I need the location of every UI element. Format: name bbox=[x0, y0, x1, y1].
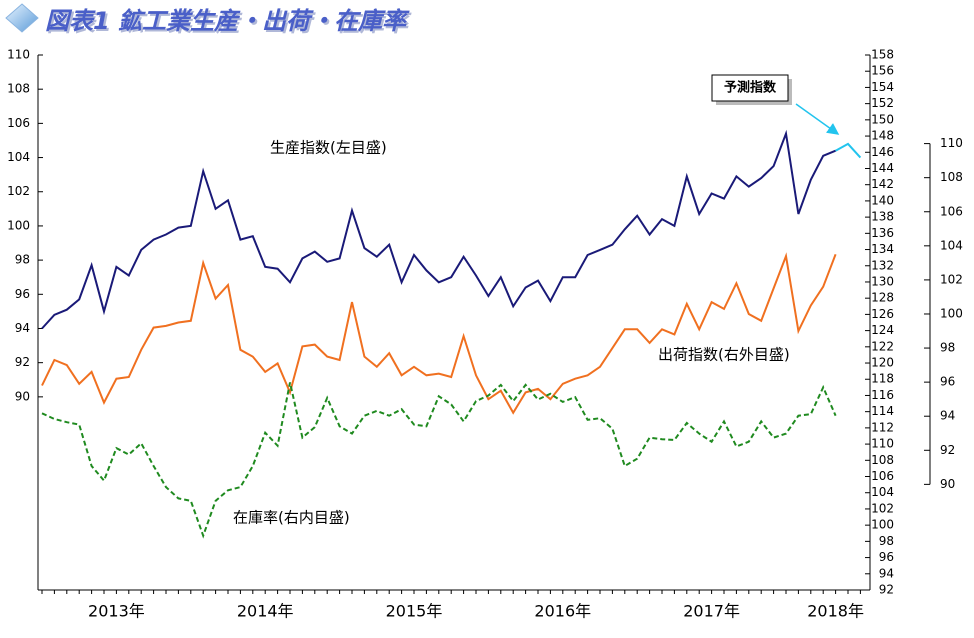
x-tick-label: 2016年 bbox=[534, 602, 591, 621]
x-tick-label: 2015年 bbox=[386, 602, 443, 621]
y3-tick-label: 102 bbox=[940, 272, 963, 286]
y2-tick-label: 134 bbox=[871, 242, 894, 256]
annotation: 出荷指数(右外目盛) bbox=[658, 346, 790, 364]
y3-tick-label: 110 bbox=[940, 136, 963, 150]
y2-tick-label: 102 bbox=[871, 501, 894, 515]
y2-tick-label: 92 bbox=[879, 583, 894, 597]
y2-tick-label: 126 bbox=[871, 307, 894, 321]
annotation: 予測指数 bbox=[724, 80, 777, 96]
title-icon bbox=[5, 3, 39, 33]
y3-tick-label: 92 bbox=[940, 443, 955, 457]
series-line bbox=[41, 129, 836, 330]
annotation: 生産指数(左目盛) bbox=[270, 139, 387, 157]
y-tick-label: 92 bbox=[15, 355, 30, 369]
annotation: 在庫率(右内目盛) bbox=[233, 509, 350, 527]
y2-tick-label: 112 bbox=[871, 420, 894, 434]
x-tick-label: 2017年 bbox=[683, 602, 740, 621]
y2-tick-label: 108 bbox=[871, 453, 894, 467]
y-tick-label: 100 bbox=[7, 218, 30, 232]
y2-tick-label: 114 bbox=[871, 404, 894, 418]
y2-tick-label: 116 bbox=[871, 388, 894, 402]
y3-tick-label: 108 bbox=[940, 170, 963, 184]
y2-tick-label: 138 bbox=[871, 210, 894, 224]
y2-tick-label: 144 bbox=[871, 161, 894, 175]
y2-tick-label: 154 bbox=[871, 80, 894, 94]
y3-tick-label: 100 bbox=[940, 306, 963, 320]
y3-tick-label: 104 bbox=[940, 238, 963, 252]
y2-tick-label: 132 bbox=[871, 258, 894, 272]
y2-tick-label: 156 bbox=[871, 64, 894, 78]
y2-tick-label: 146 bbox=[871, 145, 894, 159]
series-line bbox=[835, 142, 862, 159]
series-line bbox=[41, 382, 837, 539]
y3-tick-label: 90 bbox=[940, 477, 955, 491]
y2-tick-label: 136 bbox=[871, 226, 894, 240]
y3-tick-label: 106 bbox=[940, 204, 963, 218]
y3-tick-label: 96 bbox=[940, 375, 955, 389]
y-tick-label: 110 bbox=[7, 48, 30, 62]
y3-tick-label: 98 bbox=[940, 341, 955, 355]
y2-tick-label: 142 bbox=[871, 177, 894, 191]
y-tick-label: 98 bbox=[15, 253, 30, 267]
y2-tick-label: 110 bbox=[871, 437, 894, 451]
series-line bbox=[41, 252, 837, 415]
y2-tick-label: 118 bbox=[871, 372, 894, 386]
y2-tick-label: 140 bbox=[871, 193, 894, 207]
y-tick-label: 94 bbox=[15, 321, 30, 335]
chart-title: 図表1 鉱工業生産・出荷・在庫率 bbox=[45, 7, 410, 35]
y2-tick-label: 94 bbox=[879, 566, 894, 580]
y2-tick-label: 152 bbox=[871, 96, 894, 110]
y-tick-label: 108 bbox=[7, 82, 30, 96]
y2-tick-label: 98 bbox=[879, 534, 894, 548]
y2-tick-label: 120 bbox=[871, 356, 894, 370]
y-tick-label: 106 bbox=[7, 116, 30, 130]
annotation-box bbox=[711, 74, 789, 102]
annotation-arrow bbox=[795, 103, 840, 135]
y2-tick-label: 122 bbox=[871, 339, 894, 353]
y2-tick-label: 128 bbox=[871, 291, 894, 305]
y2-tick-label: 150 bbox=[871, 112, 894, 126]
y2-tick-label: 158 bbox=[871, 48, 894, 62]
y-tick-label: 104 bbox=[7, 150, 30, 164]
x-tick-label: 2013年 bbox=[88, 602, 145, 621]
x-tick-label: 2014年 bbox=[237, 602, 294, 621]
y2-tick-label: 130 bbox=[871, 274, 894, 288]
y2-tick-label: 124 bbox=[871, 323, 894, 337]
y-tick-label: 102 bbox=[7, 184, 30, 198]
y2-tick-label: 104 bbox=[871, 485, 894, 499]
y-tick-label: 96 bbox=[15, 287, 30, 301]
y2-tick-label: 148 bbox=[871, 129, 894, 143]
y3-tick-label: 94 bbox=[940, 409, 955, 423]
y2-tick-label: 96 bbox=[879, 550, 894, 564]
y2-tick-label: 100 bbox=[871, 518, 894, 532]
y2-tick-label: 106 bbox=[871, 469, 894, 483]
y-tick-label: 90 bbox=[15, 389, 30, 403]
title-shadow: 図表1 鉱工業生産・出荷・在庫率 bbox=[47, 9, 412, 37]
x-tick-label: 2018年 bbox=[807, 602, 864, 621]
